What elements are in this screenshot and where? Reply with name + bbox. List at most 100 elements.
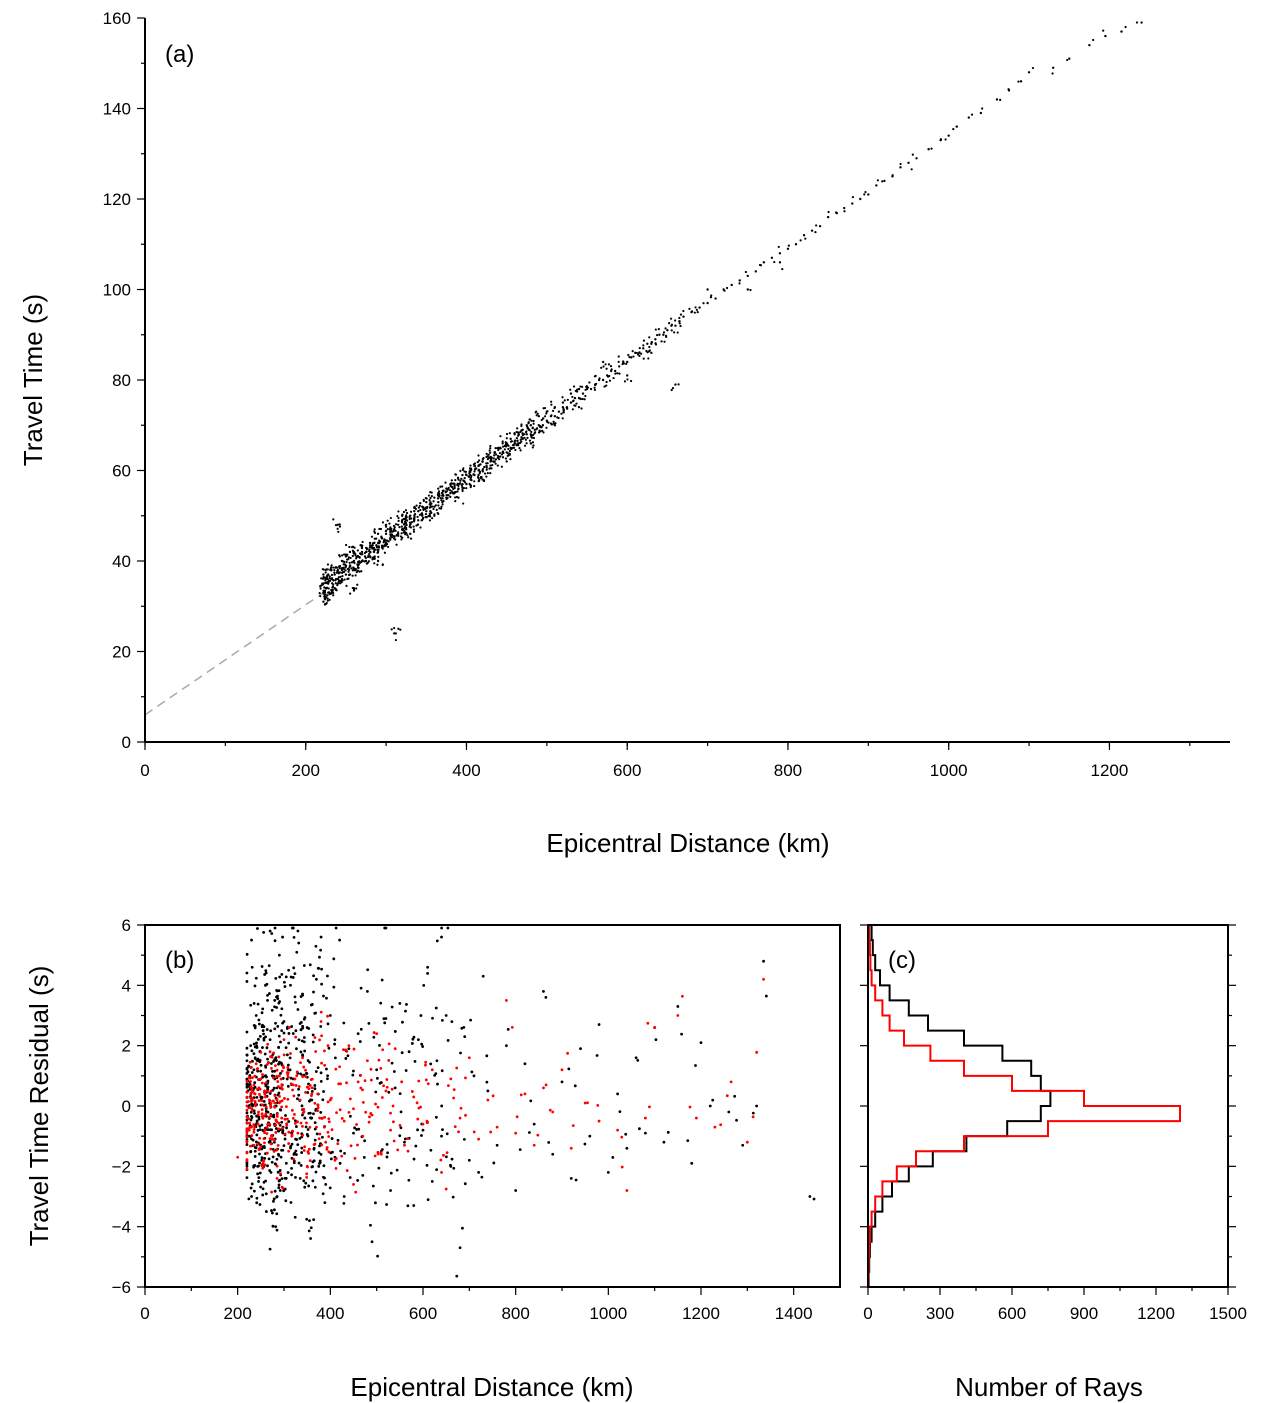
panel-a-point (461, 468, 464, 471)
panel-a-point (899, 166, 902, 169)
panel-b-point (356, 1179, 360, 1182)
panel-b-point (445, 1151, 449, 1155)
panel-a-point (361, 540, 364, 544)
panel-b-point (257, 1022, 261, 1026)
panel-b-point (253, 1057, 257, 1060)
panel-a-point (355, 587, 358, 590)
panel-a-point (516, 427, 519, 430)
panel-a-point (344, 569, 347, 572)
panel-a-point (360, 570, 363, 573)
panel-b-point (257, 1115, 261, 1119)
panel-c-x-tick-label: 900 (1070, 1304, 1098, 1323)
panel-a-point (476, 475, 480, 479)
panel-b-point (236, 1155, 240, 1159)
panel-b-point (250, 1108, 254, 1112)
panel-a-y-axis-title: Travel Time (s) (18, 294, 48, 466)
panel-b-point (359, 1073, 362, 1077)
panel-b-point (366, 989, 369, 993)
panel-a-point (425, 497, 428, 500)
panel-a-point (348, 550, 352, 554)
panel-a-point (431, 505, 434, 508)
panel-a-point (577, 387, 581, 391)
panel-a-point (338, 567, 341, 570)
panel-b-point (264, 1081, 268, 1085)
panel-a-point (967, 116, 970, 119)
panel-b-point (340, 1117, 344, 1120)
panel-a-point (786, 247, 790, 250)
panel-b-point (369, 1078, 373, 1082)
panel-a-point (970, 113, 974, 116)
panel-b-point (654, 1038, 658, 1042)
panel-a-point (553, 424, 557, 427)
panel-a-point (490, 458, 493, 461)
panel-a-point (600, 366, 603, 369)
panel-a-point (523, 444, 527, 447)
panel-b-point (324, 1183, 328, 1186)
panel-a-point (608, 379, 612, 382)
panel-b-point (426, 972, 430, 975)
panel-b-point (265, 1046, 269, 1050)
panel-b-point (260, 1099, 264, 1103)
panel-a-point (461, 488, 464, 491)
panel-b-point (463, 1182, 467, 1186)
panel-b-point (295, 1070, 299, 1074)
panel-b-point (249, 1003, 253, 1007)
panel-b-point (359, 986, 363, 990)
panel-a-point (679, 313, 683, 316)
panel-a-point (375, 544, 378, 547)
panel-a-point (400, 532, 403, 535)
panel-a-point (505, 442, 508, 445)
panel-b-point (544, 995, 548, 999)
panel-a-point (348, 545, 351, 549)
panel-b-point (262, 1137, 266, 1141)
panel-b-point (464, 1113, 467, 1117)
panel-b-point (304, 1090, 307, 1094)
panel-b-point (264, 1192, 268, 1196)
panel-b-point (299, 1121, 303, 1125)
panel-b-point (569, 1146, 573, 1150)
panel-a-point (496, 454, 500, 458)
panel-b-point (266, 1128, 270, 1132)
panel-b-point (275, 1112, 279, 1116)
panel-a-plot-area (144, 21, 1143, 716)
panel-a-point (565, 405, 569, 409)
panel-b-point (255, 1119, 259, 1123)
panel-b-point (300, 1104, 304, 1108)
panel-a-point (535, 428, 538, 431)
panel-b-point (288, 1068, 292, 1072)
panel-b-point (676, 1005, 680, 1008)
panel-b-point (282, 1031, 286, 1035)
panel-b-x-tick-label: 1400 (775, 1304, 813, 1323)
panel-b-point (256, 1128, 260, 1132)
panel-b-point (279, 1071, 282, 1075)
panel-a-point (622, 362, 625, 365)
panel-a-point (657, 328, 660, 331)
panel-b-point (463, 1035, 467, 1039)
panel-a-y-tick-label: 140 (103, 100, 131, 119)
panel-a-point (459, 479, 462, 482)
panel-b-point (257, 1099, 261, 1103)
panel-c-x-tick-label: 1500 (1209, 1304, 1247, 1323)
panel-a-point (395, 543, 398, 546)
panel-b-point (245, 1090, 249, 1094)
panel-b-point (398, 1002, 402, 1005)
panel-b-point (249, 1065, 253, 1069)
panel-b-point (255, 1201, 259, 1205)
panel-a-point (327, 582, 330, 585)
panel-b-point (648, 1105, 651, 1109)
panel-a-point (528, 418, 531, 421)
panel-a-point (356, 554, 359, 558)
panel-a-point (981, 107, 984, 110)
panel-a-point (502, 451, 505, 455)
panel-a-point (927, 148, 930, 151)
panel-a-point (322, 600, 325, 603)
panel-a-point (459, 469, 462, 472)
panel-a-point (450, 482, 453, 485)
panel-b-point (370, 1240, 374, 1244)
panel-a-point (627, 353, 630, 357)
panel-a-point (642, 347, 645, 350)
panel-b-point (313, 1121, 317, 1125)
panel-a-point (326, 594, 329, 597)
panel-a-point (566, 398, 569, 401)
